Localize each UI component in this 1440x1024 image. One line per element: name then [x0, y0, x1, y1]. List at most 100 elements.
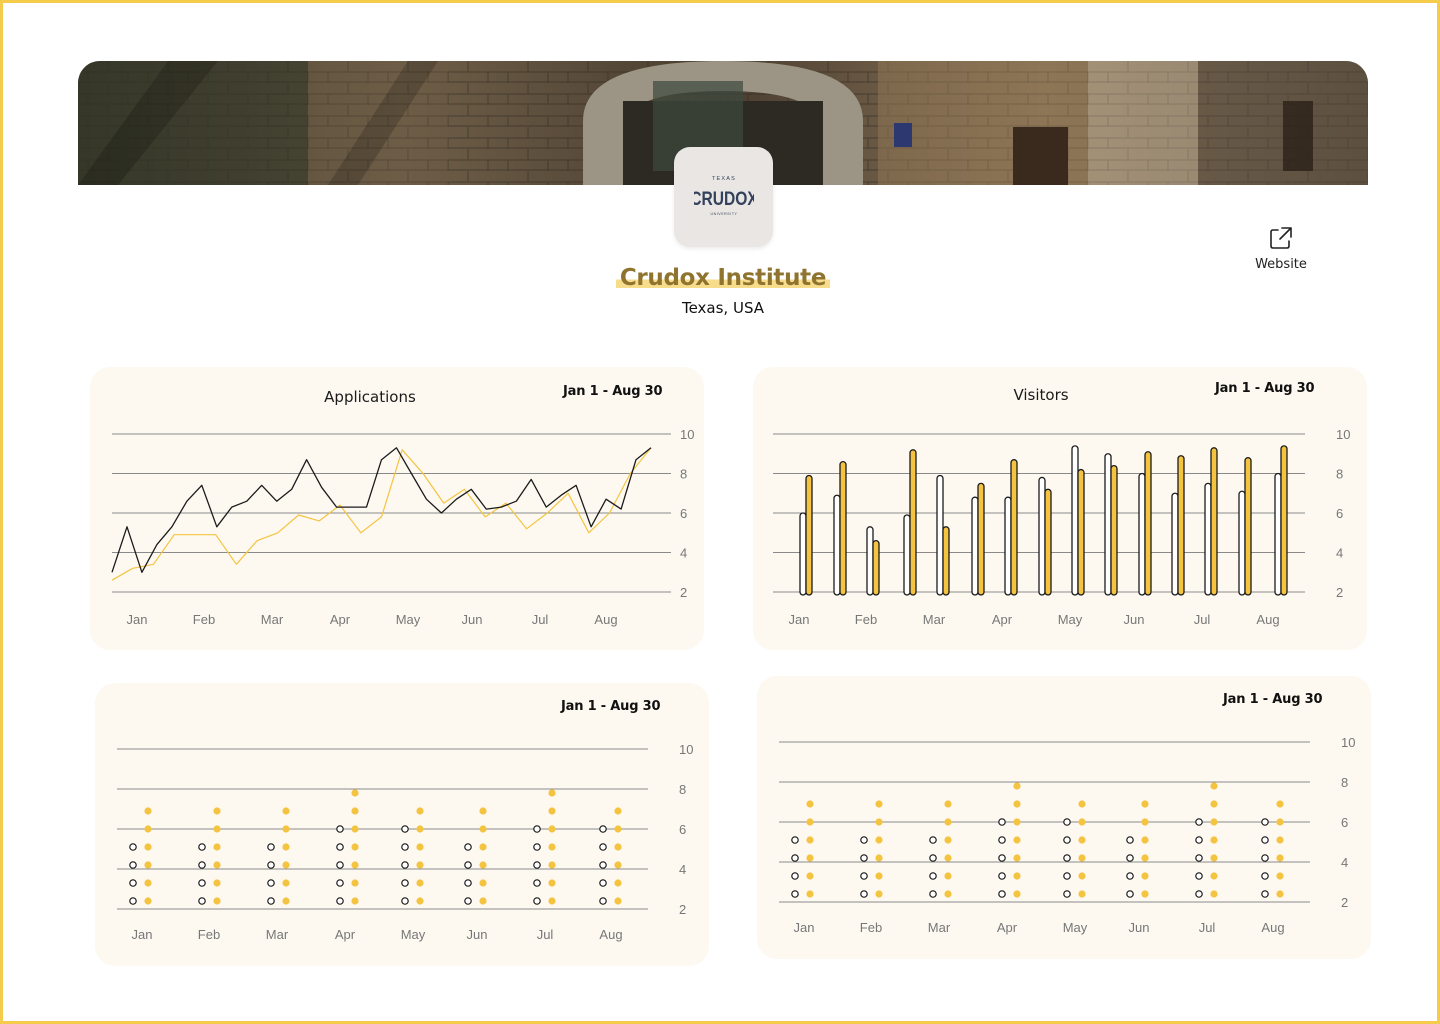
institution-logo: TEXAS CRUDOX UNIVERSITY: [674, 147, 773, 247]
crudox-logo-mark: TEXAS CRUDOX UNIVERSITY: [694, 171, 754, 223]
bar-filled: [943, 527, 949, 595]
y-tick-label: 2: [680, 585, 687, 600]
bar-filled: [1078, 470, 1084, 595]
dot-open: [1127, 891, 1133, 897]
dot-filled: [213, 897, 220, 904]
dot-open: [465, 898, 471, 904]
dot-open: [337, 862, 343, 868]
institution-location: Texas, USA: [3, 299, 1440, 317]
dot-filled: [416, 843, 423, 850]
dot-filled: [1210, 800, 1217, 807]
dot-filled: [144, 825, 151, 832]
dot-filled: [1210, 890, 1217, 897]
dot-filled: [282, 807, 289, 814]
dot-filled: [875, 800, 882, 807]
y-tick-label: 10: [680, 427, 694, 442]
y-tick-label: 8: [1336, 467, 1343, 482]
y-tick-label: 2: [1336, 585, 1343, 600]
dot-filled: [1141, 818, 1148, 825]
logo-text-main: CRUDOX: [694, 188, 754, 210]
bar-filled: [910, 450, 916, 595]
dot-filled: [479, 879, 486, 886]
dot-chart-left: 108642Jan Feb Mar Apr May Jun Jul Aug: [95, 683, 709, 966]
x-tick-label: Jul: [537, 927, 554, 942]
dot-filled: [1141, 800, 1148, 807]
y-tick-label: 6: [1341, 815, 1348, 830]
dot-open: [600, 862, 606, 868]
dot-filled: [614, 825, 621, 832]
dot-filled: [548, 879, 555, 886]
line-series-yellow: [112, 448, 651, 580]
bar-filled: [1045, 489, 1051, 595]
dot-filled: [944, 836, 951, 843]
dot-filled: [416, 879, 423, 886]
dot-filled: [875, 818, 882, 825]
dot-open: [130, 898, 136, 904]
dot-open: [1262, 873, 1268, 879]
y-tick-label: 8: [680, 467, 687, 482]
dot-filled: [806, 836, 813, 843]
y-tick-label: 2: [679, 902, 686, 917]
dot-filled: [1013, 890, 1020, 897]
institution-name: Crudox Institute: [3, 265, 1440, 291]
x-tick-label: Feb: [193, 612, 215, 627]
dot-open: [199, 880, 205, 886]
dot-open: [1262, 837, 1268, 843]
dot-filled: [1276, 872, 1283, 879]
dot-filled: [614, 897, 621, 904]
dot-open: [337, 826, 343, 832]
dot-filled: [614, 807, 621, 814]
dot-filled: [1210, 836, 1217, 843]
bar-filled: [978, 483, 984, 595]
dot-filled: [944, 800, 951, 807]
dot-filled: [1210, 854, 1217, 861]
dot-open: [1064, 891, 1070, 897]
dot-filled: [213, 879, 220, 886]
dot-filled: [351, 897, 358, 904]
dot-open: [268, 880, 274, 886]
dot-open: [930, 891, 936, 897]
dot-open: [1196, 855, 1202, 861]
dot-filled: [548, 825, 555, 832]
x-tick-label: Mar: [261, 612, 284, 627]
dot-chart-card-right: Jan 1 - Aug 30 10 8 6 4 2 Jan Feb Mar Apr May Jun J…: [757, 676, 1371, 959]
dot-open: [792, 855, 798, 861]
dot-open: [861, 855, 867, 861]
dot-open: [1064, 855, 1070, 861]
dot-filled: [875, 890, 882, 897]
dot-open: [465, 844, 471, 850]
dot-open: [199, 862, 205, 868]
visitors-bar-chart: 108642Jan Feb Mar Apr May Jun Jul Aug: [753, 367, 1367, 650]
dot-filled: [944, 872, 951, 879]
dot-chart-card-left: Jan 1 - Aug 30 10 8 6 4 2 Jan Feb Mar Apr May Jun J…: [95, 683, 709, 966]
dot-filled: [1013, 836, 1020, 843]
dot-open: [268, 862, 274, 868]
dot-open: [337, 880, 343, 886]
x-tick-label: Jun: [462, 612, 483, 627]
dot-filled: [282, 897, 289, 904]
dot-open: [600, 898, 606, 904]
x-tick-label: May: [396, 612, 421, 627]
dot-filled: [806, 872, 813, 879]
dot-filled: [1078, 800, 1085, 807]
dot-filled: [1013, 800, 1020, 807]
dot-filled: [548, 861, 555, 868]
dot-filled: [416, 897, 423, 904]
dot-open: [337, 844, 343, 850]
website-link[interactable]: Website: [1243, 225, 1319, 272]
dot-open: [1064, 873, 1070, 879]
dot-filled: [213, 807, 220, 814]
dot-filled: [144, 807, 151, 814]
x-tick-label: Jan: [794, 920, 815, 935]
dot-open: [792, 891, 798, 897]
y-tick-label: 4: [680, 546, 687, 561]
dot-open: [861, 891, 867, 897]
dot-open: [268, 898, 274, 904]
y-tick-label: 8: [679, 782, 686, 797]
x-tick-label: May: [1058, 612, 1083, 627]
dot-open: [930, 855, 936, 861]
y-tick-label: 10: [1336, 427, 1350, 442]
bar-filled: [1211, 448, 1217, 595]
x-tick-label: Apr: [992, 612, 1013, 627]
